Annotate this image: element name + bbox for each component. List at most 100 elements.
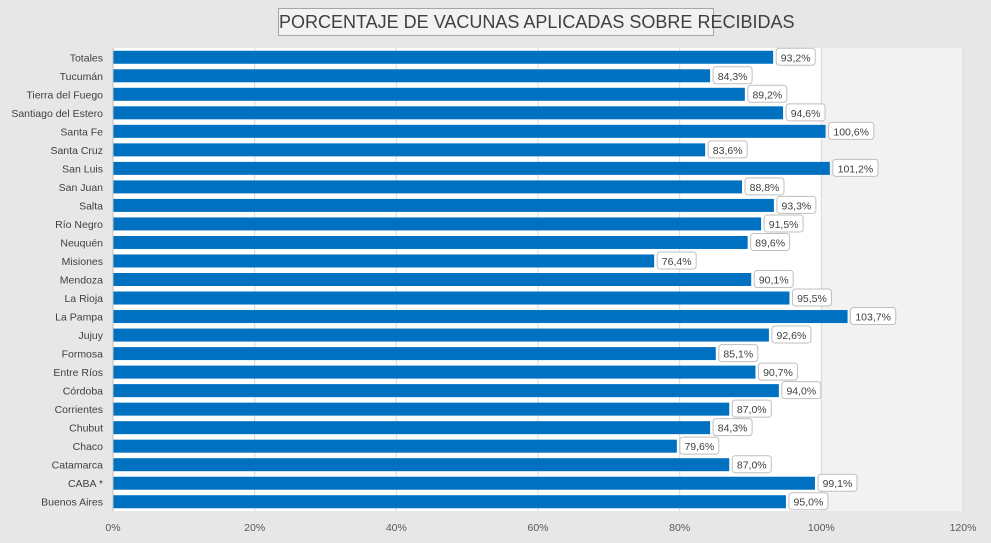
bar xyxy=(113,365,756,379)
data-label: 93,2% xyxy=(781,52,811,64)
data-label-box xyxy=(753,270,794,288)
category-label: Santiago del Estero xyxy=(11,108,103,120)
x-tick-label: 40% xyxy=(386,522,407,534)
bar xyxy=(113,476,815,490)
category-label: Córdoba xyxy=(63,386,103,398)
data-label: 84,3% xyxy=(718,71,748,83)
data-label-box xyxy=(791,288,832,307)
bar xyxy=(113,273,752,286)
data-label-box xyxy=(828,121,875,140)
bar xyxy=(113,161,830,175)
bar xyxy=(113,402,730,416)
data-label-box xyxy=(785,103,826,122)
category-label: Salta xyxy=(79,200,103,212)
category-label: Neuquén xyxy=(60,237,103,249)
category-label: San Juan xyxy=(59,182,104,194)
category-label: Santa Cruz xyxy=(50,145,103,157)
data-label: 89,2% xyxy=(752,89,782,101)
data-label: 90,1% xyxy=(759,275,789,287)
x-tick-label: 120% xyxy=(950,522,977,534)
data-label: 76,4% xyxy=(662,256,692,268)
data-label: 90,7% xyxy=(763,367,793,379)
data-label-box xyxy=(775,47,816,66)
bar xyxy=(113,217,762,231)
data-label: 89,6% xyxy=(755,237,785,249)
bar xyxy=(113,143,706,157)
data-label-box xyxy=(731,399,772,418)
data-label: 87,0% xyxy=(737,404,767,416)
data-label-box xyxy=(712,66,753,85)
data-label-box xyxy=(744,177,785,196)
category-label: Formosa xyxy=(62,349,104,361)
bar xyxy=(113,495,786,509)
bar xyxy=(113,291,790,305)
bar xyxy=(113,124,826,138)
data-label: 92,6% xyxy=(777,330,807,342)
category-label: Catamarca xyxy=(52,460,104,472)
bar xyxy=(113,180,742,194)
data-label-box xyxy=(712,418,753,437)
bar xyxy=(113,69,711,83)
bar xyxy=(113,328,769,342)
bar xyxy=(113,421,711,435)
data-label: 91,5% xyxy=(769,219,799,231)
bar xyxy=(113,235,748,249)
data-label: 103,7% xyxy=(855,312,891,324)
category-label: San Luis xyxy=(62,163,103,175)
x-tick-label: 20% xyxy=(244,522,265,534)
data-label-box xyxy=(771,325,812,344)
data-label-box xyxy=(781,381,822,400)
data-label-box xyxy=(656,251,697,270)
category-label: Tierra del Fuego xyxy=(26,89,103,101)
data-label: 83,6% xyxy=(713,145,743,157)
data-label: 85,1% xyxy=(723,349,753,361)
data-label-box xyxy=(718,344,759,363)
data-label: 99,1% xyxy=(823,478,853,490)
data-label-box xyxy=(747,84,788,103)
x-tick-label: 100% xyxy=(808,522,835,534)
data-label: 95,5% xyxy=(797,293,827,305)
data-label-box xyxy=(788,492,829,511)
plot-band-over-100 xyxy=(821,48,963,511)
category-label: Santa Fe xyxy=(60,126,103,138)
category-label: Misiones xyxy=(62,256,103,268)
data-label-box xyxy=(763,214,804,233)
category-label: La Rioja xyxy=(64,293,103,305)
bar xyxy=(113,439,677,453)
data-label: 100,6% xyxy=(833,126,869,138)
bar xyxy=(113,106,784,120)
x-tick-label: 80% xyxy=(669,522,690,534)
category-label: Totales xyxy=(70,52,103,64)
bar xyxy=(113,384,779,398)
data-label-box xyxy=(757,362,798,381)
bar xyxy=(113,87,745,101)
data-label: 95,0% xyxy=(794,497,824,509)
category-label: Jujuy xyxy=(78,330,103,342)
category-label: Corrientes xyxy=(55,404,103,416)
data-label-box xyxy=(679,436,720,455)
data-label: 94,6% xyxy=(791,108,821,120)
category-label: La Pampa xyxy=(55,312,103,324)
category-label: Tucumán xyxy=(60,71,104,83)
bar xyxy=(113,347,716,361)
category-label: CABA * xyxy=(68,478,103,490)
data-label: 84,3% xyxy=(718,423,748,435)
data-label: 93,3% xyxy=(781,200,811,212)
category-label: Entre Ríos xyxy=(53,367,103,379)
bar xyxy=(113,50,774,64)
x-tick-label: 0% xyxy=(105,522,120,534)
x-tick-label: 60% xyxy=(527,522,548,534)
data-label: 79,6% xyxy=(684,441,714,453)
data-label: 101,2% xyxy=(838,163,874,175)
data-label-box xyxy=(776,195,817,214)
data-label-box xyxy=(832,158,879,177)
category-label: Chaco xyxy=(73,441,104,453)
bar xyxy=(113,198,774,212)
chart-title: PORCENTAJE DE VACUNAS APLICADAS SOBRE RE… xyxy=(278,8,794,36)
category-label: Buenos Aires xyxy=(41,497,103,509)
data-label-box xyxy=(850,307,897,326)
data-label-box xyxy=(731,455,772,474)
bar xyxy=(113,310,848,324)
